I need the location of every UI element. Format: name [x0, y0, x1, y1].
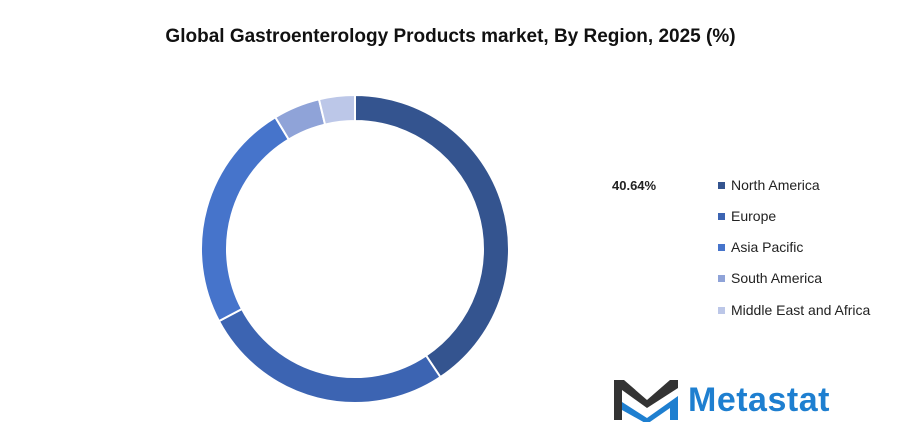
metastat-logo: Metastat [612, 378, 830, 422]
chart-title: Global Gastroenterology Products market,… [165, 26, 736, 47]
legend-swatch [718, 243, 725, 251]
legend-label: Asia Pacific [731, 239, 804, 255]
legend-item-asia-pacific: Asia Pacific [718, 239, 803, 255]
donut-slice-europe [217, 307, 442, 404]
legend-item-middle-east-africa: Middle East and Africa [718, 302, 870, 318]
data-label-north-america: 40.64% [612, 178, 657, 193]
legend-label: Middle East and Africa [731, 302, 871, 318]
legend-label: Europe [731, 208, 777, 224]
legend-swatch [718, 274, 725, 282]
legend-swatch [718, 306, 725, 314]
legend-item-north-america: North America [718, 177, 820, 193]
legend-item-europe: Europe [718, 208, 776, 224]
logo-text: Metastat [688, 380, 830, 419]
donut-slice-middle-east-and-africa [317, 93, 356, 126]
legend-label: South America [731, 270, 823, 286]
metastat-m-icon [614, 380, 678, 422]
donut-slice-asia-pacific [200, 115, 291, 323]
legend-swatch [718, 212, 725, 220]
legend-label: North America [731, 177, 820, 193]
legend-item-south-america: South America [718, 270, 822, 286]
legend-swatch [718, 181, 725, 189]
donut-slice-north-america [354, 93, 510, 379]
